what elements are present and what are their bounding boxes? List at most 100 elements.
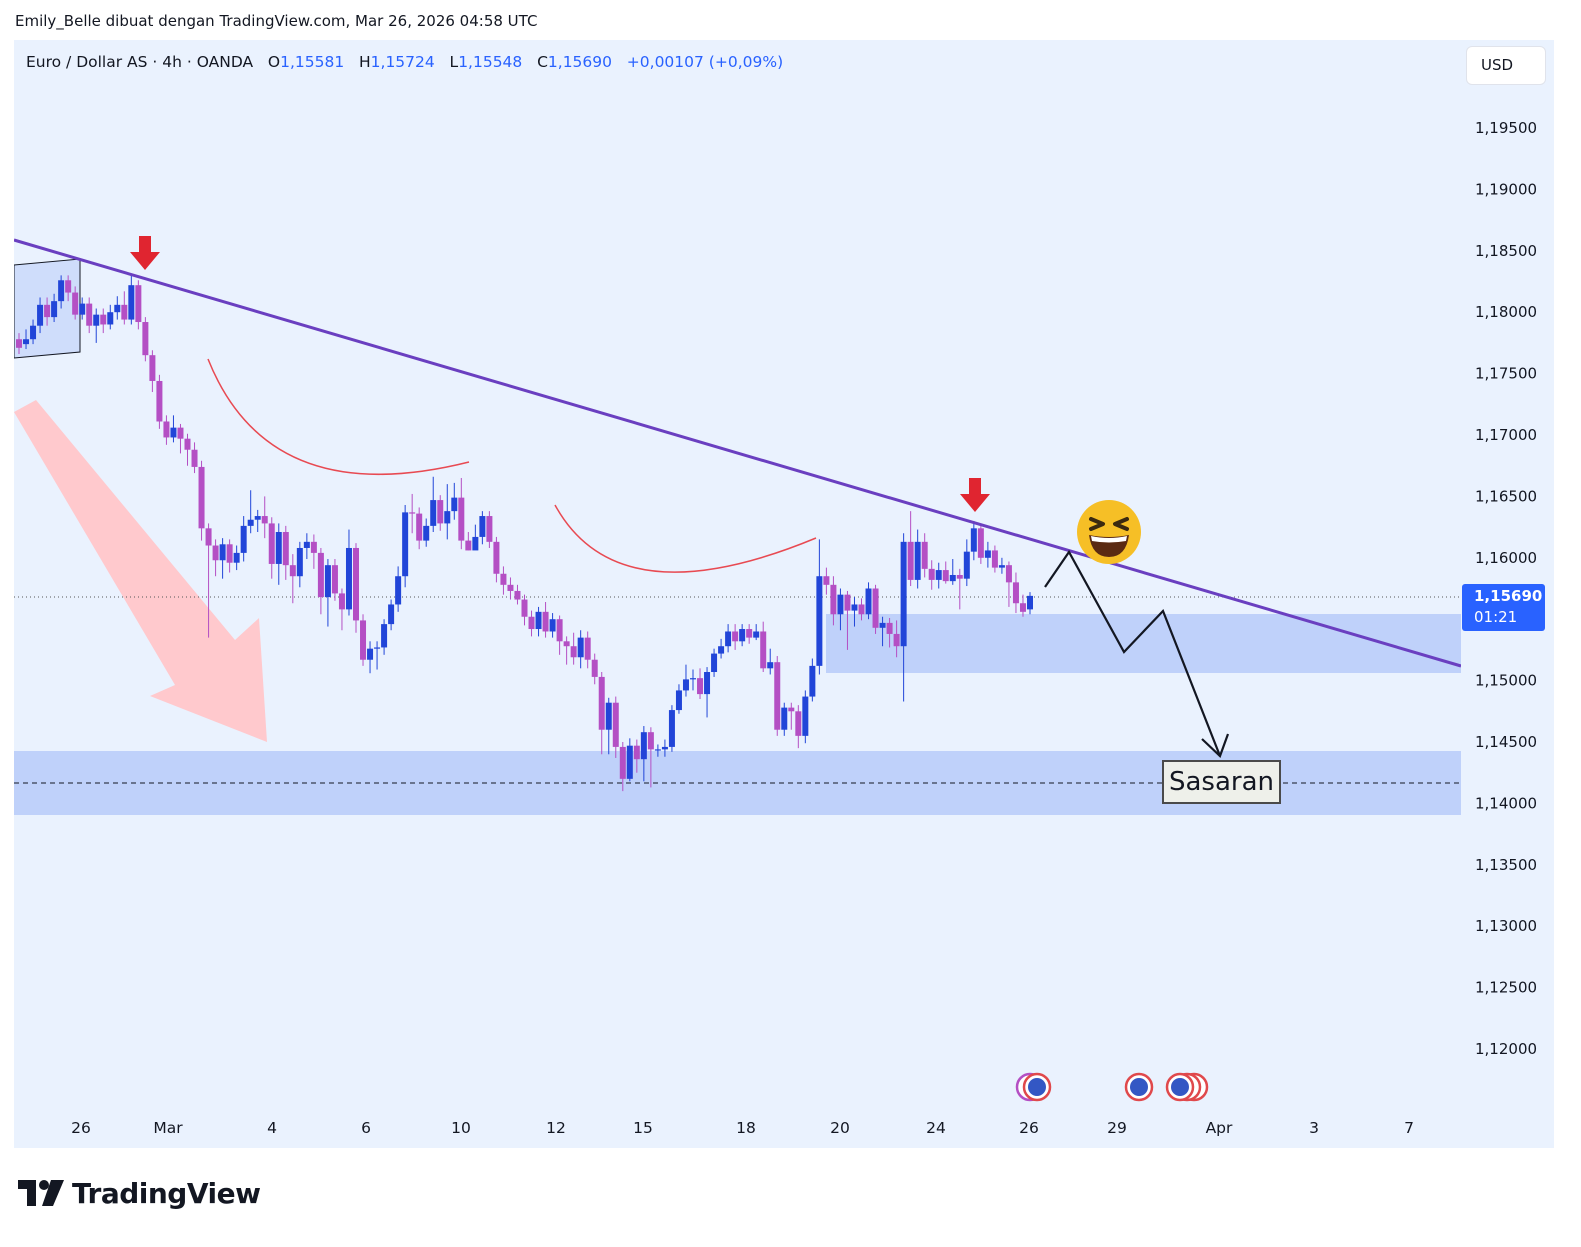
candle <box>704 667 711 718</box>
candle-body <box>324 565 331 598</box>
candle-body <box>289 565 296 577</box>
candle-body <box>591 659 598 677</box>
candle <box>998 557 1005 574</box>
x-tick-label: 24 <box>926 1119 946 1137</box>
candle-body <box>675 690 682 711</box>
candle-body <box>212 545 219 561</box>
candles-group <box>16 275 1033 792</box>
candle-body <box>388 604 395 625</box>
candle <box>872 584 879 634</box>
candle-body <box>72 292 79 315</box>
candle <box>93 308 100 343</box>
event-icons[interactable] <box>1015 1072 1209 1102</box>
candle-body <box>465 540 472 551</box>
candle-body <box>612 702 619 747</box>
candle <box>465 532 472 551</box>
x-tick-label: 12 <box>546 1119 566 1137</box>
candle-body <box>149 355 156 381</box>
candle <box>191 442 198 474</box>
candle-body <box>493 541 500 574</box>
candle-body <box>205 528 212 546</box>
candle <box>893 620 900 658</box>
candle <box>324 559 331 627</box>
candle <box>619 742 626 792</box>
candle <box>949 559 956 585</box>
candle <box>65 275 72 302</box>
candle-body <box>984 550 991 558</box>
x-tick-label: Apr <box>1206 1119 1233 1137</box>
arc-left <box>207 358 470 476</box>
candle-body <box>858 604 865 615</box>
candle-body <box>879 622 886 628</box>
candle-body <box>135 285 142 323</box>
laughing-emoji-icon <box>1077 500 1141 564</box>
candle-body <box>661 746 668 750</box>
close-label: C <box>537 53 548 71</box>
candle-body <box>605 702 612 730</box>
last-price-tag: 1,15690 01:21 <box>1462 584 1545 631</box>
candle <box>654 744 661 757</box>
candle <box>338 588 345 631</box>
candle <box>633 739 640 773</box>
candle-body <box>219 544 226 561</box>
candle-body <box>30 325 37 340</box>
candle <box>30 319 37 345</box>
candle <box>788 702 795 730</box>
eu-flag-icon[interactable] <box>1165 1072 1209 1102</box>
x-axis[interactable]: 26 Mar 4 6 10 12 15 18 20 24 26 29 Apr 3 7 <box>71 1119 1414 1137</box>
y-axis[interactable]: 1,19500 1,19000 1,18500 1,18000 1,17500 1,170… <box>1475 119 1537 1058</box>
candle <box>570 632 577 665</box>
descending-trendline[interactable] <box>14 238 1461 668</box>
candle-body <box>79 303 86 315</box>
eu-flag-icon[interactable] <box>1015 1072 1052 1102</box>
candle-body <box>86 303 93 326</box>
candle <box>732 624 739 650</box>
y-tick-label: 1,14000 <box>1475 794 1537 812</box>
candle-body <box>177 427 184 439</box>
projection-arrowhead <box>1201 733 1230 758</box>
eu-flag-icon[interactable] <box>1124 1072 1154 1102</box>
candle <box>760 621 767 673</box>
symbol-legend[interactable]: Euro / Dollar AS · 4h · OANDA O1,15581 H… <box>26 53 783 71</box>
candle-body <box>774 662 781 730</box>
candle <box>114 296 121 320</box>
candle <box>275 523 282 585</box>
y-tick-label: 1,16500 <box>1475 487 1537 505</box>
candle <box>739 624 746 647</box>
x-tick-label: Mar <box>153 1119 183 1137</box>
candle-body <box>830 584 837 615</box>
logo-text: TradingView <box>72 1176 261 1210</box>
candle-body <box>458 497 465 541</box>
y-tick-label: 1,18000 <box>1475 303 1537 321</box>
candle-body <box>640 732 647 760</box>
y-tick-label: 1,17000 <box>1475 426 1537 444</box>
candle <box>682 664 689 697</box>
x-tick-label: 3 <box>1309 1119 1319 1137</box>
candle <box>479 511 486 545</box>
candle-body <box>725 631 732 647</box>
candle-body <box>809 665 816 697</box>
candle <box>430 476 437 533</box>
chart-area[interactable] <box>14 40 1554 1148</box>
candle <box>395 566 402 612</box>
candle <box>507 577 514 600</box>
candle <box>303 533 310 560</box>
candle <box>170 415 177 443</box>
x-tick-label: 15 <box>633 1119 653 1137</box>
tradingview-logo[interactable]: TradingView <box>18 1176 261 1210</box>
candle <box>374 641 381 670</box>
y-tick-label: 1,15000 <box>1475 672 1537 690</box>
candle-body <box>570 646 577 658</box>
candle-body <box>430 500 437 526</box>
candle-body <box>367 648 374 660</box>
symbol-title: Euro / Dollar AS · 4h · OANDA <box>26 53 254 71</box>
high-value: 1,15724 <box>370 53 435 71</box>
candle-body <box>977 528 984 558</box>
candle <box>767 648 774 675</box>
candle <box>149 350 156 393</box>
candle <box>135 280 142 330</box>
target-label: Sasaran <box>1162 760 1281 804</box>
candle <box>528 610 535 637</box>
currency-button[interactable]: USD <box>1467 47 1545 84</box>
